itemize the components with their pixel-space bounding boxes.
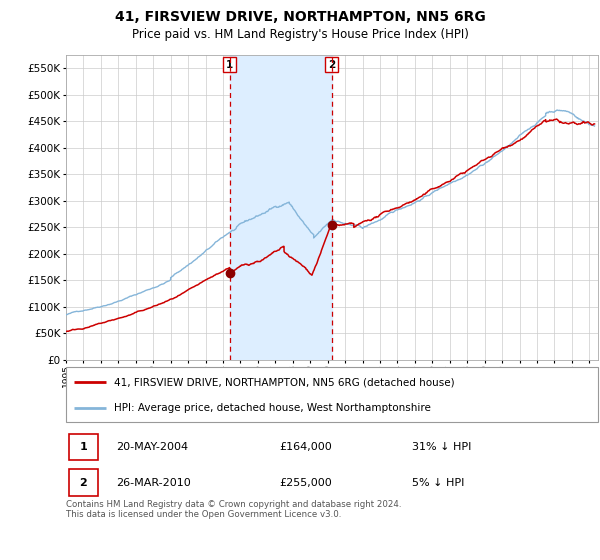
Text: £255,000: £255,000 [279,478,332,488]
Text: Contains HM Land Registry data © Crown copyright and database right 2024.
This d: Contains HM Land Registry data © Crown c… [66,500,401,520]
Text: 31% ↓ HPI: 31% ↓ HPI [412,442,471,452]
Text: 41, FIRSVIEW DRIVE, NORTHAMPTON, NN5 6RG: 41, FIRSVIEW DRIVE, NORTHAMPTON, NN5 6RG [115,10,485,24]
Text: 41, FIRSVIEW DRIVE, NORTHAMPTON, NN5 6RG (detached house): 41, FIRSVIEW DRIVE, NORTHAMPTON, NN5 6RG… [114,377,455,388]
Text: £164,000: £164,000 [279,442,332,452]
FancyBboxPatch shape [68,469,98,496]
Text: 20-MAY-2004: 20-MAY-2004 [116,442,188,452]
Text: 1: 1 [226,59,233,69]
Text: 26-MAR-2010: 26-MAR-2010 [116,478,191,488]
Bar [230,55,332,360]
FancyBboxPatch shape [68,433,98,460]
FancyBboxPatch shape [66,367,598,422]
Text: 2: 2 [328,59,335,69]
Text: 1: 1 [79,442,87,452]
Text: Price paid vs. HM Land Registry's House Price Index (HPI): Price paid vs. HM Land Registry's House … [131,28,469,41]
Text: 2: 2 [79,478,87,488]
Text: 5% ↓ HPI: 5% ↓ HPI [412,478,464,488]
Text: HPI: Average price, detached house, West Northamptonshire: HPI: Average price, detached house, West… [114,403,431,413]
